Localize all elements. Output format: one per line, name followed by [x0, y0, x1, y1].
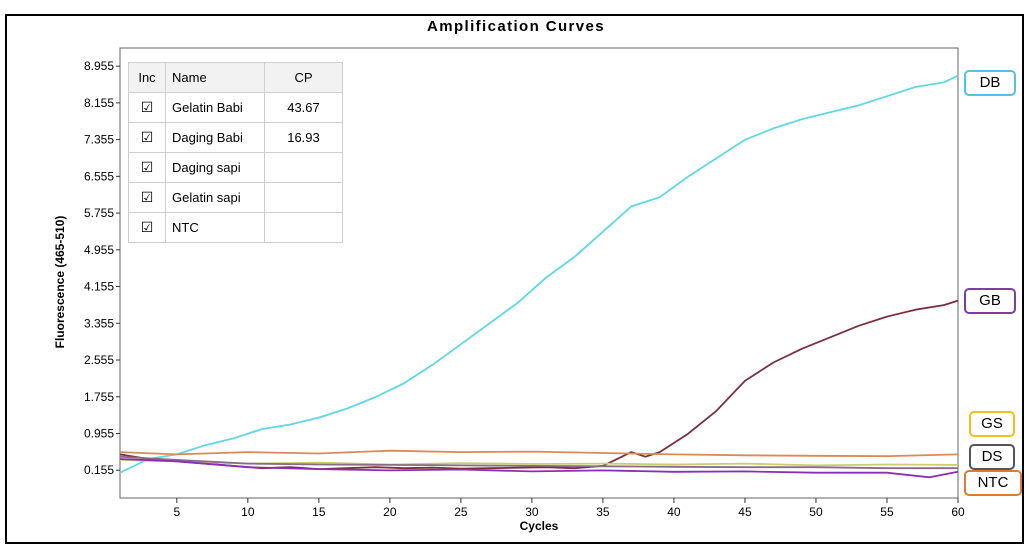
checkbox-checked-icon: ☑: [140, 189, 154, 205]
y-tick-label: 0.955: [84, 426, 114, 440]
sample-name: Gelatin sapi: [165, 182, 265, 213]
legend-table: Inc Name CP ☑ Gelatin Babi 43.67 ☑ Dagin…: [128, 62, 343, 243]
y-tick-label: 6.555: [84, 169, 114, 183]
legend-row: ☑ Gelatin Babi 43.67: [128, 92, 343, 123]
header-inc: Inc: [128, 62, 166, 93]
x-tick-label: 25: [454, 505, 468, 519]
chart-title: Amplification Curves: [426, 18, 606, 35]
checkbox-checked-icon: ☑: [140, 129, 154, 145]
checkbox-checked-icon: ☑: [140, 159, 154, 175]
x-tick-label: 50: [809, 505, 823, 519]
x-tick-label: 20: [383, 505, 397, 519]
legend-row: ☑ NTC: [128, 212, 343, 243]
include-checkbox[interactable]: ☑: [128, 92, 166, 123]
include-checkbox[interactable]: ☑: [128, 212, 166, 243]
series-layer: [119, 74, 959, 479]
series-line-db: [119, 74, 959, 474]
header-name: Name: [165, 62, 265, 93]
series-tag-gb: GB: [964, 288, 1016, 314]
legend-header-row: Inc Name CP: [128, 62, 343, 93]
y-axis-title: Fluorescence (465-510): [53, 216, 67, 349]
y-tick-label: 3.355: [84, 316, 114, 330]
x-tick-label: 40: [667, 505, 681, 519]
series-line-ntc: [119, 449, 959, 458]
include-checkbox[interactable]: ☑: [128, 152, 166, 183]
series-line: [119, 458, 959, 479]
y-tick-label: 7.355: [84, 133, 114, 147]
sample-name: Daging Babi: [165, 122, 265, 153]
y-tick-label: 8.155: [84, 96, 114, 110]
sample-name: NTC: [165, 212, 265, 243]
series-tag-gs: GS: [969, 411, 1015, 437]
y-tick-label: 4.155: [84, 280, 114, 294]
y-tick-label: 1.755: [84, 390, 114, 404]
cp-value: 16.93: [264, 122, 343, 153]
x-tick-label: 35: [596, 505, 610, 519]
legend-row: ☑ Gelatin sapi: [128, 182, 343, 213]
x-tick-label: 45: [738, 505, 752, 519]
cp-value: [264, 212, 343, 243]
cp-value: 43.67: [264, 92, 343, 123]
series-tag-ntc: NTC: [964, 470, 1022, 496]
sample-name: Daging sapi: [165, 152, 265, 183]
include-checkbox[interactable]: ☑: [128, 122, 166, 153]
cp-value: [264, 152, 343, 183]
x-tick-label: 30: [525, 505, 539, 519]
x-tick-label: 60: [951, 505, 965, 519]
series-line-ds: [119, 455, 958, 470]
cp-value: [264, 182, 343, 213]
checkbox-checked-icon: ☑: [140, 99, 154, 115]
x-tick-label: 5: [173, 505, 180, 519]
y-axis: 0.155 0.955 1.755 2.555 3.355 4.155 4.955 5.755…: [84, 59, 120, 477]
legend-row: ☑ Daging sapi: [128, 152, 343, 183]
y-tick-label: 0.155: [84, 463, 114, 477]
y-tick-label: 4.955: [84, 243, 114, 257]
header-cp: CP: [264, 62, 343, 93]
x-axis-title: Cycles: [520, 519, 559, 533]
sample-name: Gelatin Babi: [165, 92, 265, 123]
series-tag-db: DB: [964, 70, 1016, 96]
include-checkbox[interactable]: ☑: [128, 182, 166, 213]
y-tick-label: 8.955: [84, 59, 114, 73]
legend-row: ☑ Daging Babi 16.93: [128, 122, 343, 153]
x-axis: 5 10 15 20 25 30 35 40 45 50 55 60: [173, 498, 965, 519]
x-tick-label: 10: [241, 505, 255, 519]
y-tick-label: 2.555: [84, 353, 114, 367]
checkbox-checked-icon: ☑: [140, 219, 154, 235]
x-tick-label: 55: [880, 505, 894, 519]
series-tag-ds: DS: [969, 444, 1015, 470]
x-tick-label: 15: [312, 505, 326, 519]
y-tick-label: 5.755: [84, 206, 114, 220]
